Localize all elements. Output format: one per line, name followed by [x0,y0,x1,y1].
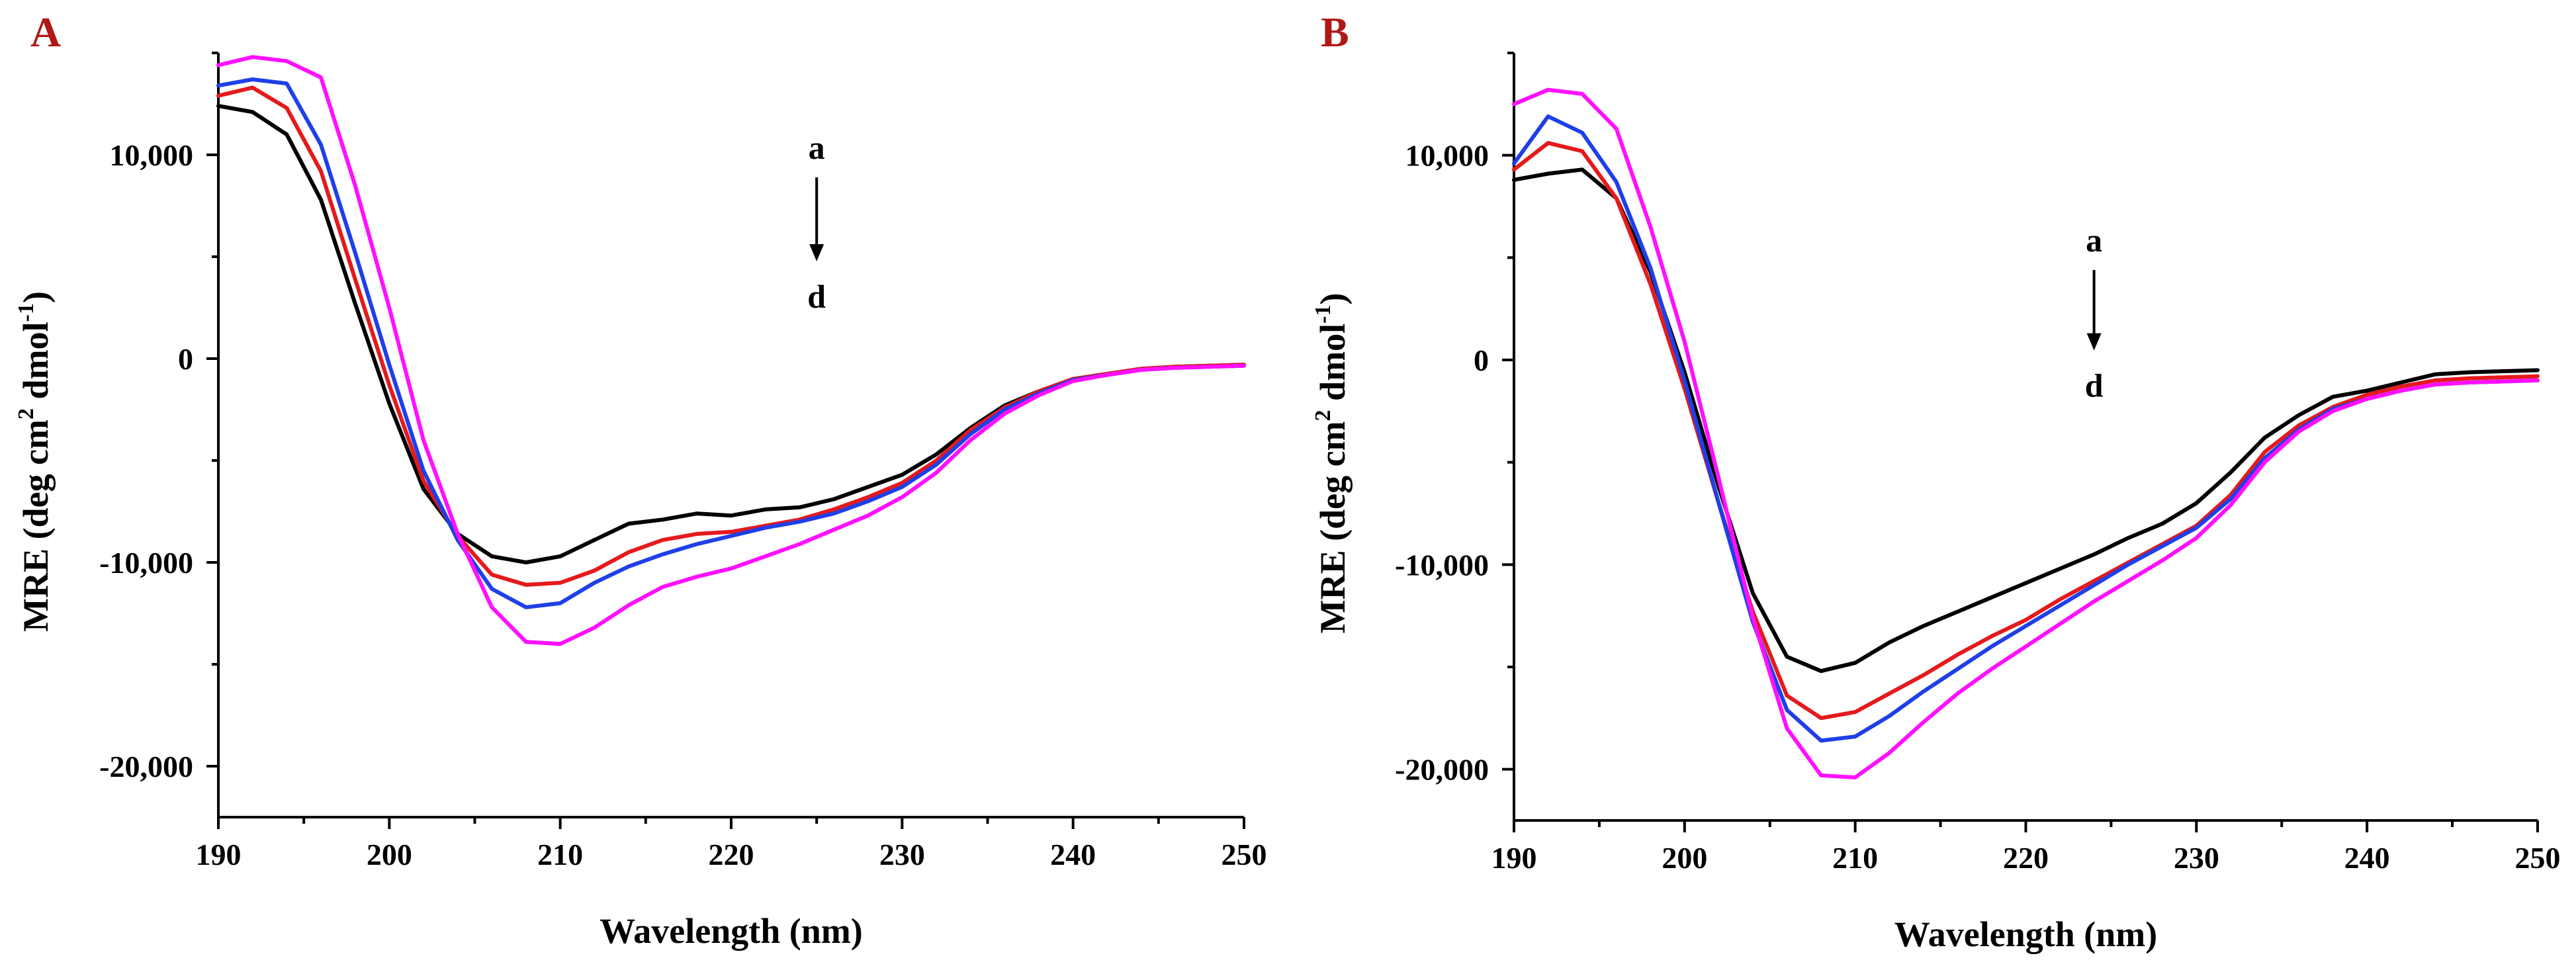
panel-b-x-tick-label: 220 [2003,841,2049,875]
panel-a-series-d [216,55,1246,646]
panel-a-x-tick-label: 230 [879,838,925,871]
panel-b-x-tick-label: 250 [2515,841,2561,875]
panel-b-x-tick-label: 230 [2174,841,2219,875]
panel-b-y-tick-label: -20,000 [1395,753,1489,787]
panel-a-x-tick-label: 250 [1221,838,1267,871]
panel-b: B 190 200 210 220 230 240 250 -20,000 -10,000 0 10… [1311,9,2561,954]
panel-b-y-tick-label: -10,000 [1395,548,1489,582]
panel-b-y-tick-label: 0 [1474,343,1489,377]
panel-b-series-b [1512,141,2540,721]
panel-label-a: A [30,9,61,56]
panel-b-annotation-start: a [2086,222,2102,259]
panel-a-annotation-start: a [809,129,825,166]
panel-a-x-tick-label: 200 [367,838,412,871]
panel-a-x-tick-label: 210 [537,838,583,871]
panel-a-y-tick-label: 10,000 [110,138,194,172]
panel-a-x-tick-label: 220 [709,838,754,871]
panel-b-x-tick-label: 200 [1662,841,1707,875]
panel-b-x-tick-label: 240 [2344,841,2390,875]
panel-b-x-axis-title: Wavelength (nm) [1894,914,2158,954]
panel-b-annotation-end: d [2085,367,2104,404]
panel-label-b: B [1321,9,1349,56]
panel-a-y-axis-title: MRE (deg cm2 dmol-1) [14,291,56,632]
panel-a-annotation-end: d [807,278,826,315]
panel-a: A 190 200 210 220 230 240 250 -20,000 -10,000 0 10… [14,9,1267,951]
panel-b-series-a [1512,167,2540,674]
panel-b-x-tick-label: 190 [1491,841,1537,875]
panel-a-x-axis-title: Wavelength (nm) [600,911,863,951]
panel-b-annotation-arrow-head [2086,333,2102,351]
panel-a-y-tick-label: -10,000 [99,546,193,580]
panel-b-y-axis-title: MRE (deg cm2 dmol-1) [1311,293,1353,634]
panel-a-x-tick-label: 240 [1050,838,1096,871]
panel-b-y-tick-label: 10,000 [1405,139,1489,173]
panel-a-x-tick-label: 190 [196,838,242,871]
panel-a-series-b [216,85,1246,587]
panel-b-series-d [1512,87,2540,779]
panel-a-y-tick-label: -20,000 [99,750,193,783]
panel-a-annotation-arrow-head [809,244,824,261]
panel-b-x-tick-label: 210 [1832,841,1878,875]
panel-a-y-tick-label: 0 [178,342,193,376]
panel-a-series-c [216,77,1246,609]
